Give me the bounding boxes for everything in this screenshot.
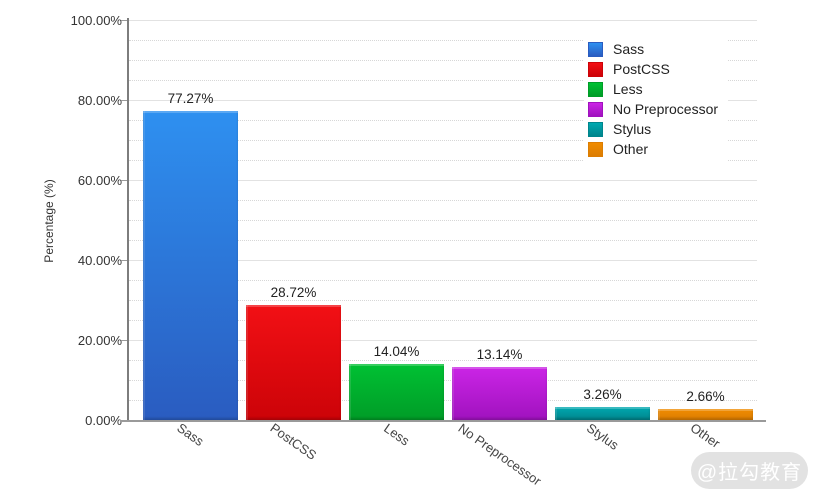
x-tick-label-text: Less [380, 420, 413, 449]
gridline-minor [129, 160, 757, 161]
watermark-text: @拉勾教育 [696, 462, 803, 484]
bar-sass [143, 110, 238, 420]
y-tick-mark [121, 340, 127, 341]
bar-value-label: 77.27% [167, 90, 214, 106]
legend-swatch-sass [588, 41, 603, 57]
gridline-minor [129, 200, 757, 201]
legend-item-less[interactable]: Less [588, 79, 718, 99]
bar-stylus [555, 406, 650, 420]
bar-other [658, 409, 753, 420]
gridline-major [129, 340, 757, 341]
legend-item-postcss[interactable]: PostCSS [588, 59, 718, 79]
x-tick-label-text: Other [687, 420, 724, 451]
gridline-major [129, 180, 757, 181]
legend-label: No Preprocessor [613, 101, 719, 117]
legend-label: Sass [613, 41, 645, 57]
y-tick-mark [121, 260, 127, 261]
gridline-minor [129, 40, 757, 41]
plot-area: 77.27% 28.72% 14.04% 13.14% 3.26% 2.66% [129, 20, 757, 420]
y-tick-label: 40.00% [77, 253, 122, 268]
x-axis-line [120, 420, 766, 422]
legend-swatch-stylus [588, 121, 603, 137]
legend-swatch-other [588, 141, 603, 157]
gridline-minor [129, 220, 757, 221]
bar-postcss [246, 305, 341, 420]
legend-item-stylus[interactable]: Stylus [588, 119, 718, 139]
y-tick-label: 60.00% [77, 173, 122, 188]
y-tick-label: 0.00% [85, 413, 122, 428]
gridline-minor [129, 360, 757, 361]
bar-no-preprocessor [452, 367, 547, 420]
gridline-minor [129, 280, 757, 281]
bar-value-label: 14.04% [373, 343, 420, 359]
legend-label: Other [613, 141, 649, 157]
x-tick-label-text: PostCSS [267, 420, 320, 463]
x-axis-labels: Sass PostCSS Less No Preprocessor Stylus Othe… [129, 420, 757, 493]
legend-label: Less [613, 81, 643, 97]
y-tick-mark [121, 100, 127, 101]
gridline-major [129, 100, 757, 101]
legend-swatch-postcss [588, 61, 603, 77]
bar-value-label: 13.14% [476, 347, 523, 363]
bar-value-label: 2.66% [686, 389, 725, 405]
gridline-minor [129, 80, 757, 81]
x-tick-label-text: Sass [174, 420, 207, 449]
gridline-major [129, 20, 757, 21]
y-tick-mark [121, 180, 127, 181]
legend-swatch-less [588, 81, 603, 97]
x-tick-label-text: Stylus [583, 420, 622, 453]
legend-item-sass[interactable]: Sass [588, 39, 718, 59]
legend-label: PostCSS [613, 61, 670, 77]
bar-value-label: 28.72% [270, 285, 317, 301]
gridline-minor [129, 320, 757, 321]
gridline-major [129, 260, 757, 261]
legend-item-other[interactable]: Other [588, 139, 718, 159]
bar-value-label: 3.26% [583, 386, 622, 402]
bar-less [349, 363, 444, 420]
y-tick-label: 100.00% [70, 13, 122, 28]
x-tick-label-text: No Preprocessor [455, 420, 544, 489]
legend-label: Stylus [613, 121, 652, 137]
y-tick-label: 80.00% [77, 93, 122, 108]
legend-item-no-preprocessor[interactable]: No Preprocessor [588, 99, 718, 119]
legend-swatch-no-preprocessor [588, 101, 603, 117]
gridline-minor [129, 300, 757, 301]
legend: Sass PostCSS Less No Preprocessor Stylus Othe… [584, 37, 729, 163]
gridline-minor [129, 240, 757, 241]
watermark: @拉勾教育 [691, 452, 808, 489]
gridline-minor [129, 60, 757, 61]
y-tick-label: 20.00% [77, 333, 122, 348]
gridline-minor [129, 140, 757, 141]
gridline-minor [129, 120, 757, 121]
y-axis-line [127, 18, 129, 422]
y-tick-mark [121, 20, 127, 21]
y-axis-title: Percentage (%) [42, 179, 56, 263]
